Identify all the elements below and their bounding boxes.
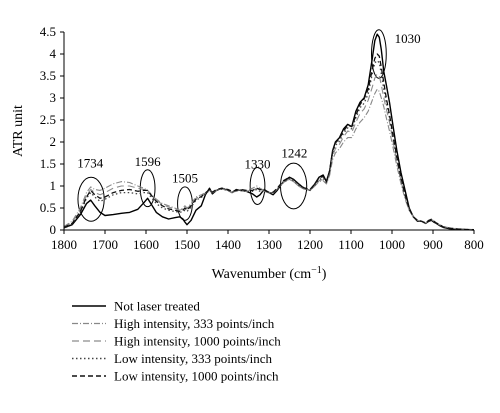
x-tick-label: 800 <box>464 237 484 252</box>
peak-label-1030: 1030 <box>395 31 421 46</box>
legend-label-3: High intensity, 1000 points/inch <box>114 334 281 349</box>
y-tick-label: 2 <box>50 134 57 149</box>
series-line-1 <box>63 33 475 231</box>
axes-layer: 1800 1700 1600 1500 1400 1300 1200 1100 1000 900 8… <box>11 24 484 282</box>
series-line-3 <box>63 73 475 231</box>
peak-ellipse-1330 <box>249 167 266 205</box>
y-tick-label: 0.5 <box>40 200 56 215</box>
peak-label-1596: 1596 <box>135 154 162 169</box>
series-line-4 <box>63 59 474 231</box>
peak-ellipse-1030 <box>371 29 387 79</box>
y-tick-label: 3.5 <box>40 68 56 83</box>
annotation-layer: 1734 1596 1505 1330 1242 1030 <box>77 29 421 222</box>
x-tick-label: 1700 <box>92 237 118 252</box>
x-tick-label: 1300 <box>256 237 282 252</box>
y-tick-label: 1.5 <box>40 156 56 171</box>
peak-label-1505: 1505 <box>172 170 198 185</box>
peak-label-1734: 1734 <box>77 156 104 171</box>
y-tick-label: 4.5 <box>40 24 56 39</box>
legend-label-2: High intensity, 333 points/inch <box>114 316 275 331</box>
x-tick-label: 900 <box>423 237 443 252</box>
x-tick-label: 1400 <box>215 237 241 252</box>
legend-label-5: Low intensity, 1000 points/inch <box>114 369 279 384</box>
legend: Not laser treated High intensity, 333 poi… <box>72 299 281 384</box>
x-tick-label: 1800 <box>51 237 77 252</box>
series-layer <box>63 33 475 231</box>
peak-label-1330: 1330 <box>245 156 271 171</box>
y-axis-label: ATR unit <box>11 105 26 157</box>
x-axis-label: Wavenumber (cm−1) <box>212 265 327 283</box>
y-tick-label: 1 <box>50 178 57 193</box>
peak-ellipse-1242 <box>279 162 308 210</box>
y-tick-label: 3 <box>50 90 57 105</box>
y-tick-label: 2.5 <box>40 112 56 127</box>
y-tick-label: 4 <box>50 46 57 61</box>
y-tick-label: 0 <box>50 222 57 237</box>
x-tick-label: 1100 <box>338 237 364 252</box>
x-tick-label: 1500 <box>174 237 200 252</box>
x-tick-label: 1600 <box>133 237 159 252</box>
series-line-5 <box>63 53 474 231</box>
peak-ellipse-1505 <box>177 186 193 221</box>
peak-ellipse-1734 <box>77 176 105 222</box>
x-tick-label: 1200 <box>297 237 323 252</box>
x-tick-label: 1000 <box>379 237 405 252</box>
peak-label-1242: 1242 <box>281 145 307 160</box>
legend-label-4: Low intensity, 333 points/inch <box>114 351 273 366</box>
legend-label-1: Not laser treated <box>114 299 200 314</box>
